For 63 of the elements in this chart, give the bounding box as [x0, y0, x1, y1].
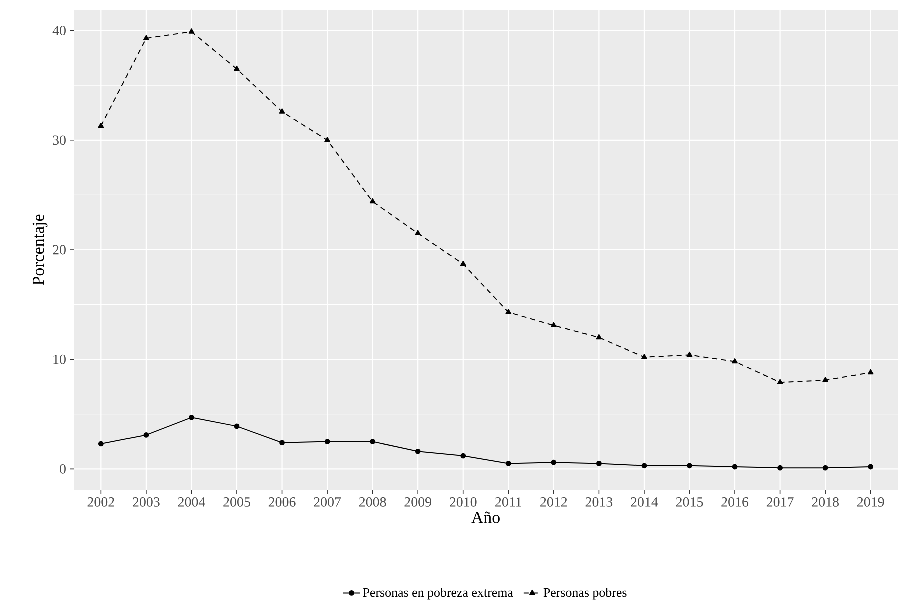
x-axis-title: Año — [472, 512, 500, 524]
x-tick-label: 2002 — [88, 498, 114, 507]
point — [868, 369, 874, 375]
point — [234, 66, 240, 72]
point — [279, 108, 286, 114]
point — [642, 354, 648, 360]
x-tick-label: 2011 — [496, 498, 522, 507]
y-tick-label: 10 — [54, 354, 66, 364]
x-tick-label: 2019 — [858, 498, 884, 507]
point — [777, 379, 784, 385]
point — [415, 448, 421, 454]
point — [822, 377, 828, 382]
x-tick-label: 2017 — [766, 498, 794, 507]
x-tick-label: 2009 — [404, 498, 432, 507]
x-tick-label: 2012 — [540, 498, 568, 507]
point — [732, 464, 738, 470]
point — [415, 230, 422, 236]
legend-label: Personas pobres — [544, 588, 627, 600]
point — [868, 464, 874, 470]
point — [98, 122, 104, 128]
x-tick-label: 2018 — [812, 498, 839, 507]
point — [596, 461, 602, 466]
point — [370, 439, 376, 444]
point — [460, 260, 466, 266]
point — [460, 453, 466, 459]
x-tick-label: 2010 — [450, 498, 477, 507]
point — [98, 441, 104, 447]
y-tick-label: 30 — [53, 136, 66, 146]
point — [324, 137, 330, 142]
x-tick-label: 2016 — [722, 498, 749, 507]
point — [686, 352, 693, 358]
point — [188, 28, 195, 34]
x-tick-label: 2013 — [586, 498, 613, 507]
x-tick-label: 2014 — [631, 498, 658, 507]
point — [324, 439, 330, 444]
point — [506, 461, 512, 466]
point — [144, 432, 150, 438]
point — [144, 35, 150, 40]
x-tick-label: 2007 — [314, 498, 342, 507]
point — [234, 424, 240, 430]
point — [551, 460, 557, 466]
point — [687, 463, 692, 469]
point — [370, 198, 376, 204]
x-tick-label: 2005 — [224, 498, 250, 507]
point — [189, 414, 194, 420]
y-axis-title: Porcentaje — [32, 214, 48, 286]
point — [596, 334, 602, 340]
y-tick-label: 0 — [60, 464, 66, 474]
point — [642, 463, 648, 469]
x-tick-label: 2008 — [359, 498, 386, 507]
legend-label: Personas en pobreza extrema — [363, 588, 514, 600]
x-tick-label: 2004 — [178, 498, 206, 507]
point — [778, 465, 783, 471]
point — [506, 309, 512, 314]
point — [732, 358, 738, 364]
point — [822, 465, 828, 471]
y-tick-label: 20 — [53, 245, 66, 255]
y-tick-label: 40 — [52, 26, 66, 36]
point — [550, 322, 557, 328]
x-tick-label: 2015 — [676, 498, 704, 507]
x-tick-label: 2006 — [268, 498, 296, 507]
x-tick-label: 2003 — [133, 498, 160, 507]
point — [280, 440, 285, 446]
